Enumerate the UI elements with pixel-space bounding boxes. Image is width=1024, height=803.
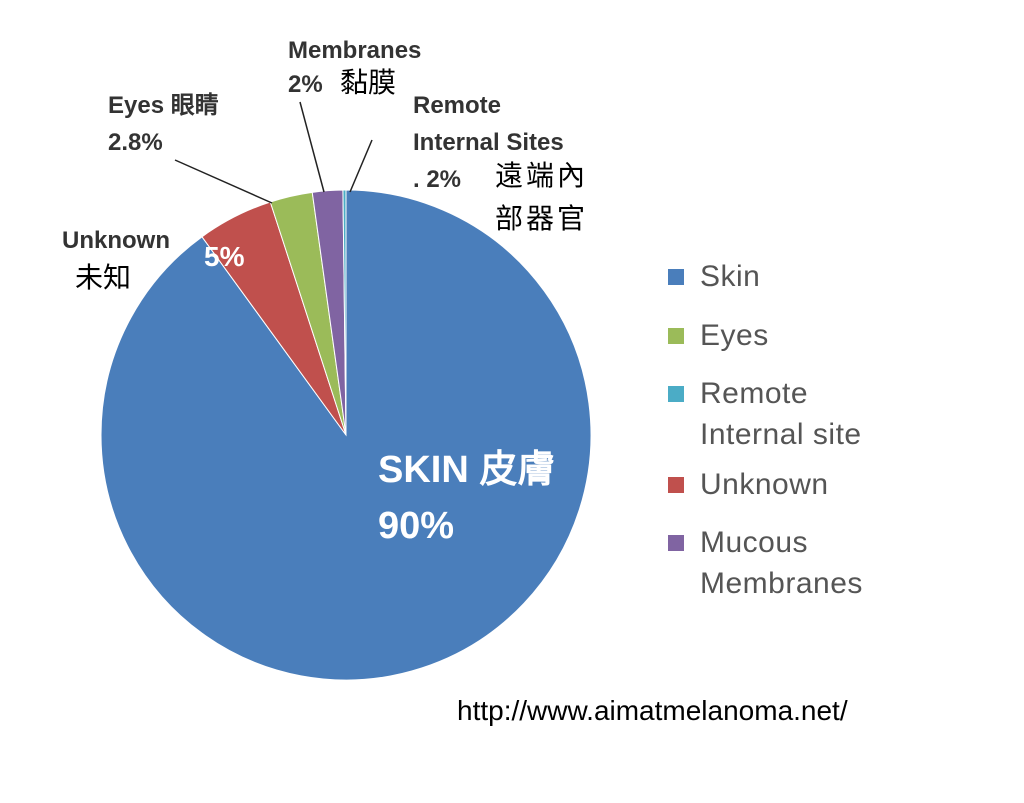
- annotation: Internal Sites: [413, 129, 564, 156]
- annotation: Unknown: [62, 227, 170, 254]
- legend-swatch: [668, 386, 684, 402]
- value-label: 5%: [204, 241, 245, 272]
- legend-swatch: [668, 535, 684, 551]
- annotation: 遠端內: [495, 159, 588, 192]
- legend-label: Mucous Membranes: [700, 526, 863, 600]
- value-label: 2.8%: [108, 129, 163, 156]
- source: http://www.aimatmelanoma.net/: [457, 695, 848, 726]
- annotation: Eyes 眼睛: [108, 92, 219, 119]
- legend-label: Eyes: [700, 319, 769, 352]
- leader-line: [349, 139, 373, 193]
- annotation: Remote: [413, 92, 501, 119]
- pie-slice: [100, 189, 592, 681]
- value-label: . 2%: [413, 166, 461, 193]
- annotation: SKIN 皮膚: [378, 449, 555, 491]
- legend-label: Remote Internal site: [700, 377, 862, 451]
- pie-slice: [342, 189, 347, 436]
- value-label: 90%: [378, 505, 454, 547]
- leader-line: [299, 101, 325, 193]
- legend-swatch: [668, 477, 684, 493]
- leader-line: [174, 159, 273, 204]
- annotation: 黏膜: [340, 66, 396, 99]
- value-label: 2%: [288, 71, 323, 98]
- legend-swatch: [668, 269, 684, 285]
- legend-swatch: [668, 328, 684, 344]
- annotation: 部器官: [495, 202, 588, 235]
- annotation: Membranes: [288, 37, 421, 64]
- legend-label: Skin: [700, 260, 761, 293]
- pie: [100, 189, 592, 681]
- legend-label: Unknown: [700, 468, 829, 501]
- annotation: 未知: [75, 261, 131, 294]
